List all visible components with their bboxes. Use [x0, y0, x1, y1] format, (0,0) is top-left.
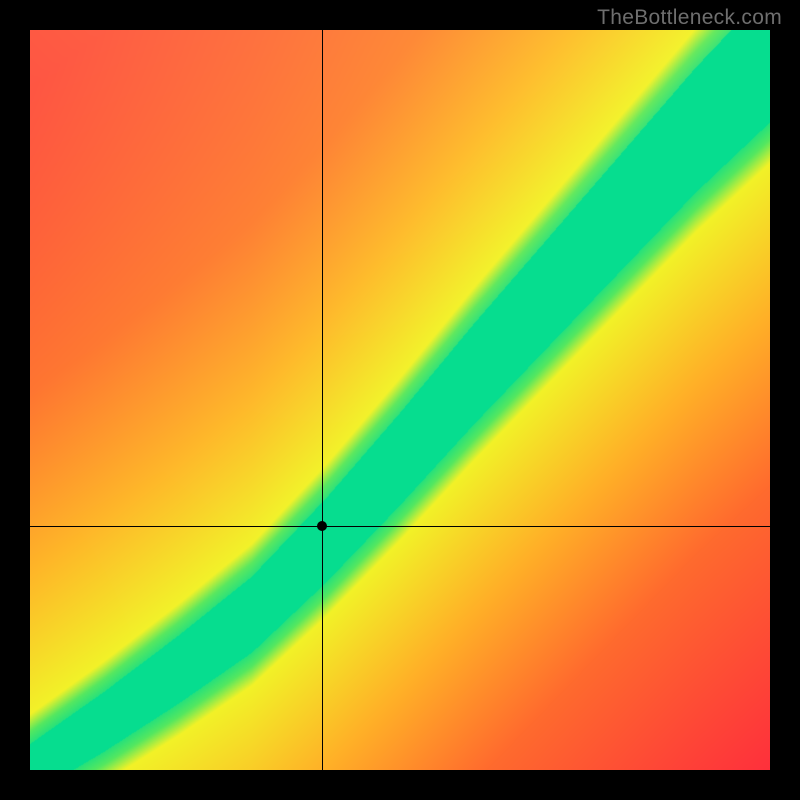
crosshair-vertical: [322, 30, 323, 770]
crosshair-horizontal: [30, 526, 770, 527]
heatmap-plot: [30, 30, 770, 770]
data-point-marker: [317, 521, 327, 531]
watermark-text: TheBottleneck.com: [597, 6, 782, 30]
heatmap-canvas: [30, 30, 770, 770]
